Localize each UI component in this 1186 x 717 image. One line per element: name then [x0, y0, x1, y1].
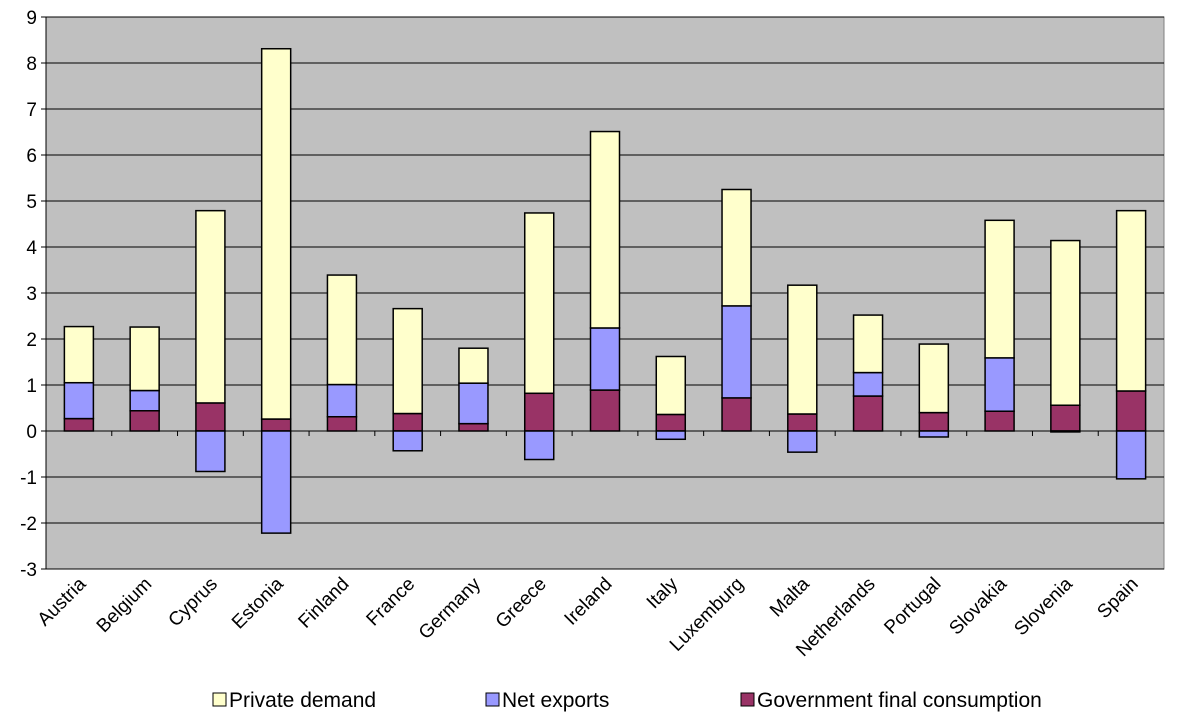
bar-government-final-consumption — [918, 411, 950, 432]
bar-private-demand — [129, 326, 160, 392]
bar-net-exports — [721, 305, 752, 399]
bar-private-demand — [918, 343, 950, 414]
x-tick-label: Finland — [295, 574, 354, 633]
bar-net-exports — [129, 389, 160, 412]
bar-net-exports — [655, 430, 687, 441]
bar-government-final-consumption — [326, 415, 358, 432]
bar-government-final-consumption — [589, 389, 621, 432]
bar-net-exports — [392, 430, 423, 452]
bar-private-demand — [852, 314, 884, 374]
bar-net-exports — [918, 430, 950, 438]
bar-private-demand — [260, 47, 292, 420]
bar-government-final-consumption — [984, 410, 1015, 432]
bar-net-exports — [787, 430, 818, 453]
y-tick-label: 0 — [26, 422, 37, 443]
x-tick-label: France — [363, 574, 420, 631]
bar-private-demand — [1050, 239, 1081, 406]
x-tick-label: Italy — [643, 573, 683, 613]
bar-government-final-consumption — [392, 412, 423, 432]
legend-label-government-final-consumption: Government final consumption — [757, 689, 1042, 712]
bar-government-final-consumption — [195, 402, 226, 432]
bar-government-final-consumption — [721, 397, 752, 432]
legend-swatch-net-exports — [485, 692, 500, 707]
x-tick-label: Greece — [492, 574, 551, 633]
bar-private-demand — [1115, 209, 1147, 392]
y-tick-label: 9 — [26, 8, 37, 29]
x-tick-label: Portugal — [880, 574, 945, 639]
bar-private-demand — [984, 219, 1015, 359]
bar-net-exports — [195, 430, 226, 473]
bar-government-final-consumption — [787, 413, 818, 432]
bar-net-exports — [589, 327, 621, 391]
bar-net-exports — [984, 357, 1015, 412]
y-tick-label: 1 — [26, 376, 37, 397]
x-tick-label: Slovakia — [945, 573, 1011, 639]
legend: Private demand Net exports Government fi… — [212, 689, 1042, 712]
y-tick-label: 7 — [26, 100, 37, 121]
bar-government-final-consumption — [129, 410, 160, 432]
y-tick-label: 6 — [26, 146, 37, 167]
x-tick-label: Malta — [766, 573, 814, 621]
bar-private-demand — [523, 212, 555, 395]
y-tick-label: -3 — [20, 560, 37, 581]
bar-private-demand — [63, 325, 95, 384]
y-tick-label: 2 — [26, 330, 37, 351]
x-tick-label: Germany — [415, 573, 485, 643]
x-tick-label: Ireland — [561, 574, 617, 630]
x-tick-label: Cyprus — [165, 574, 222, 631]
x-tick-marks — [111, 431, 1099, 436]
x-tick-label: Estonia — [228, 573, 288, 633]
bar-net-exports — [326, 383, 358, 418]
bar-net-exports — [852, 371, 884, 397]
bar-net-exports — [458, 382, 489, 425]
bar-private-demand — [655, 355, 687, 416]
bar-government-final-consumption — [260, 418, 292, 432]
x-tick-label: Austria — [34, 573, 91, 630]
bar-net-exports — [63, 381, 95, 420]
legend-label-net-exports: Net exports — [502, 689, 609, 712]
bar-private-demand — [458, 347, 489, 384]
y-tick-label: 5 — [26, 192, 37, 213]
bar-private-demand — [392, 307, 423, 415]
y-tick-label: -2 — [20, 514, 37, 535]
x-tick-labels: Austria Belgium Cyprus Estonia Finland France… — [34, 573, 1143, 661]
legend-swatch-government-final-consumption — [740, 692, 755, 707]
bar-net-exports — [523, 430, 555, 461]
bar-government-final-consumption — [655, 413, 687, 432]
bar-net-exports — [260, 430, 292, 534]
bar-private-demand — [589, 130, 621, 329]
bar-net-exports — [1115, 430, 1147, 480]
x-tick-label: Slovenia — [1010, 573, 1077, 640]
legend-label-private-demand: Private demand — [229, 689, 376, 712]
bars — [63, 47, 1147, 534]
bar-private-demand — [721, 188, 752, 307]
bar-government-final-consumption — [458, 422, 489, 432]
bar-government-final-consumption — [1115, 390, 1147, 432]
bar-private-demand — [787, 284, 818, 415]
bar-government-final-consumption — [523, 392, 555, 432]
legend-swatch-private-demand — [212, 692, 227, 707]
bar-government-final-consumption — [852, 395, 884, 432]
y-tick-label: 3 — [26, 284, 37, 305]
x-tick-label: Belgium — [93, 574, 156, 637]
y-tick-label: -1 — [20, 468, 37, 489]
bar-government-final-consumption — [63, 417, 95, 432]
x-tick-label: Spain — [1093, 574, 1142, 623]
bar-government-final-consumption — [1050, 404, 1081, 432]
bar-private-demand — [326, 274, 358, 386]
y-tick-label: 8 — [26, 54, 37, 75]
bar-private-demand — [195, 209, 226, 404]
y-tick-labels: -3 -2 -1 0 1 2 3 4 5 6 7 8 9 — [20, 8, 37, 581]
y-tick-label: 4 — [26, 238, 37, 259]
